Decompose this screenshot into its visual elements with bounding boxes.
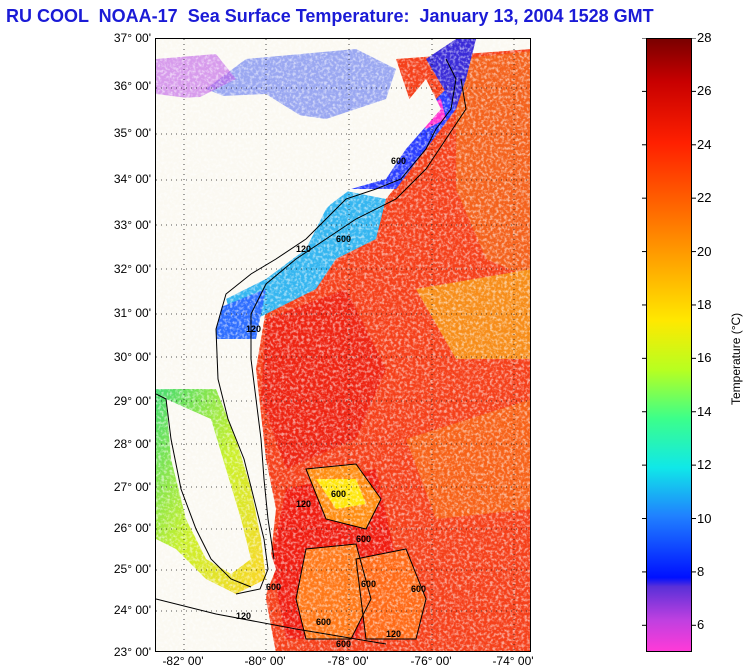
latitude-tick-label: 34° 00' bbox=[113, 172, 151, 186]
isobath-label: 120 bbox=[386, 629, 402, 639]
isobath-label: 600 bbox=[336, 234, 352, 244]
latitude-tick-label: 24° 00' bbox=[113, 603, 151, 617]
longitude-tick-label: -78° 00' bbox=[327, 654, 369, 668]
colorbar-tick-label: 6 bbox=[697, 617, 705, 633]
latitude-tick-label: 29° 00' bbox=[113, 394, 151, 408]
sst-map-graphic bbox=[156, 39, 530, 651]
latitude-tick-label: 31° 00' bbox=[113, 306, 151, 320]
map-title: RU COOL NOAA-17 Sea Surface Temperature:… bbox=[6, 6, 654, 26]
colorbar-tick-label: 8 bbox=[697, 563, 705, 579]
latitude-tick-label: 33° 00' bbox=[113, 218, 151, 232]
latitude-tick-label: 30° 00' bbox=[113, 350, 151, 364]
colorbar-tick-label: 14 bbox=[697, 403, 712, 419]
longitude-tick-label: -82° 00' bbox=[162, 654, 204, 668]
colorbar-label: Temperature (°C) bbox=[729, 312, 743, 405]
latitude-tick-label: 27° 00' bbox=[113, 480, 151, 494]
latitude-tick-label: 25° 00' bbox=[113, 562, 151, 576]
isobath-label: 600 bbox=[336, 639, 352, 649]
latitude-tick-label: 28° 00' bbox=[113, 437, 151, 451]
latitude-tick-label: 26° 00' bbox=[113, 521, 151, 535]
latitude-tick-label: 35° 00' bbox=[113, 126, 151, 140]
longitude-tick-label: -76° 00' bbox=[410, 654, 452, 668]
isobath-label: 600 bbox=[266, 582, 282, 592]
colorbar-tick-label: 28 bbox=[697, 30, 712, 45]
colorbar-tick-label: 16 bbox=[697, 350, 712, 366]
colorbar-tick-label: 24 bbox=[697, 136, 712, 152]
isobath-label: 120 bbox=[246, 324, 262, 334]
colorbar-tick-label: 26 bbox=[697, 83, 712, 99]
isobath-label: 600 bbox=[391, 156, 407, 166]
sst-map: 120 600 120 600 120 600 600 600 600 120 600 120 600 6… bbox=[155, 38, 531, 652]
colorbar-tick-label: 18 bbox=[697, 296, 712, 312]
latitude-tick-label: 36° 00' bbox=[113, 79, 151, 93]
colorbar-tick-label: 22 bbox=[697, 190, 712, 206]
colorbar-tick-label: 10 bbox=[697, 510, 712, 526]
isobath-label: 600 bbox=[316, 617, 332, 627]
isobath-label: 600 bbox=[411, 584, 427, 594]
isobath-label: 600 bbox=[361, 579, 377, 589]
latitude-tick-label: 37° 00' bbox=[113, 31, 151, 45]
longitude-tick-label: -74° 00' bbox=[492, 654, 534, 668]
latitude-tick-label: 32° 00' bbox=[113, 262, 151, 276]
isobath-label: 600 bbox=[331, 489, 347, 499]
isobath-label: 120 bbox=[236, 611, 252, 621]
colorbar-tick-label: 12 bbox=[697, 457, 712, 473]
colorbar-tick-marks bbox=[642, 38, 696, 626]
longitude-tick-label: -80° 00' bbox=[244, 654, 286, 668]
isobath-label: 120 bbox=[296, 499, 312, 509]
isobath-label: 120 bbox=[296, 244, 312, 254]
colorbar-gradient bbox=[647, 39, 691, 651]
latitude-tick-label: 23° 00' bbox=[113, 645, 151, 659]
coastline-isobaths bbox=[156, 58, 467, 645]
colorbar bbox=[646, 38, 692, 652]
isobath-label: 600 bbox=[356, 534, 372, 544]
colorbar-tick-label: 20 bbox=[697, 243, 712, 259]
